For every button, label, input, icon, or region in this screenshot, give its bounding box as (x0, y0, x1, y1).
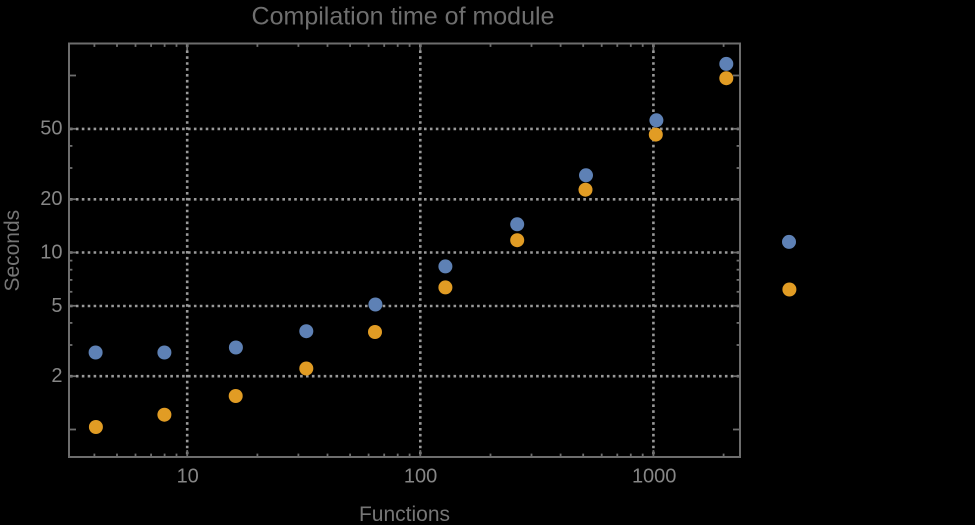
svg-text:Compilation time of module: Compilation time of module (252, 3, 555, 31)
svg-text:Seconds: Seconds (1, 210, 24, 292)
svg-text:5: 5 (51, 295, 62, 317)
svg-text:20: 20 (40, 188, 62, 210)
svg-text:10: 10 (177, 466, 199, 488)
svg-text:1000: 1000 (632, 466, 677, 488)
svg-text:100: 100 (404, 466, 437, 488)
svg-text:2: 2 (51, 365, 62, 387)
svg-text:Functions: Functions (359, 503, 450, 525)
svg-text:10: 10 (40, 241, 62, 263)
svg-text:50: 50 (40, 118, 62, 140)
